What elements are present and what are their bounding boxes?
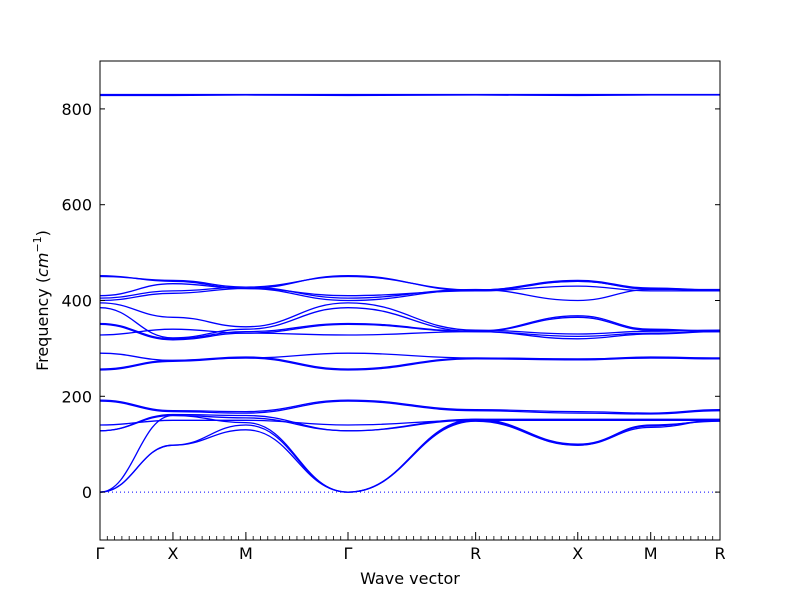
y-tick-label: 600: [61, 196, 92, 215]
y-axis-label-text: Frequency (: [33, 277, 52, 371]
plot-area-frame: [99, 60, 721, 541]
y-axis-ticks: 0 200 400 600 800: [61, 100, 720, 502]
bands-layer: [99, 93, 721, 493]
y-axis-label-exponent: −1: [31, 236, 44, 252]
y-axis-label-close: ): [33, 230, 52, 236]
y-axis-label-unit: cm: [33, 253, 52, 277]
x-axis-label: Wave vector: [360, 569, 460, 588]
y-tick-label: 800: [61, 100, 92, 119]
phonon-band-15: [99, 307, 721, 339]
x-tick-label: M: [644, 544, 658, 563]
y-tick-label: 200: [61, 387, 92, 406]
phonon-band-21: [99, 274, 721, 292]
x-tick-label: R: [714, 544, 725, 563]
x-tick-label: Γ: [344, 544, 353, 563]
x-tick-label: X: [572, 544, 583, 563]
phonon-band-19: [99, 283, 720, 297]
phonon-band-2: [99, 419, 721, 493]
x-tick-label: R: [470, 544, 481, 563]
phonon-band-14: [99, 328, 721, 340]
phonon-band-6: [99, 419, 720, 426]
x-tick-label: M: [239, 544, 253, 563]
y-tick-label: 0: [82, 483, 92, 502]
phonon-band-8: [99, 399, 721, 414]
phonon-band-23: [100, 94, 720, 97]
y-tick-label: 400: [61, 292, 92, 311]
phonon-band-3: [99, 414, 721, 493]
phonon-band-5: [99, 413, 720, 432]
phonon-band-12: [99, 316, 721, 341]
x-tick-label: Γ: [96, 544, 105, 563]
phonon-band-16: [99, 302, 721, 335]
phonon-band-7: [99, 400, 721, 415]
x-tick-label: X: [167, 544, 178, 563]
phonon-band-13: [99, 315, 721, 340]
phonon-band-11: [99, 352, 720, 362]
y-axis-label: Frequency (cm−1): [31, 230, 52, 371]
